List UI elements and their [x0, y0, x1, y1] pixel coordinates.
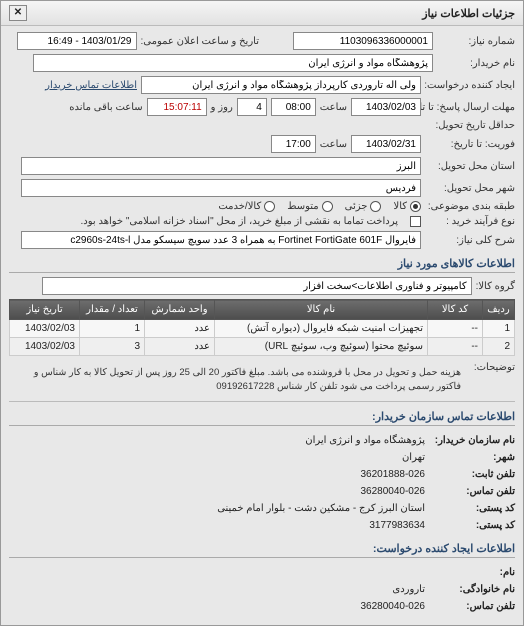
col-unit: واحد شمارش [145, 300, 215, 320]
soon-label: فوریت: تا تاریخ: [425, 139, 515, 150]
radio-icon [322, 201, 333, 212]
col-row: ردیف [483, 300, 515, 320]
items-table: ردیف کد کالا نام کالا واحد شمارش تعداد /… [9, 299, 515, 356]
cell: عدد [145, 320, 215, 338]
req-family-label: نام خانوادگی: [425, 581, 515, 598]
soon-time-field [271, 135, 316, 153]
deadline-time-label: ساعت [320, 102, 347, 113]
explain-text: هزینه حمل و تحویل در محل با فروشنده می ب… [9, 366, 461, 395]
col-code: کد کالا [428, 300, 483, 320]
radio-icon [410, 201, 421, 212]
ecocode-label: کد پستی: [425, 517, 515, 534]
table-row[interactable]: 2 -- سوئیچ محتوا (سوئیچ وب، سوئیچ URL) ع… [10, 338, 515, 356]
contact-block: نام سازمان خریدار:پژوهشگاه مواد و انرژی … [9, 432, 515, 534]
announce-label: تاریخ و ساعت اعلان عمومی: [141, 36, 260, 47]
buyer-label: نام خریدار: [437, 58, 515, 69]
cell: تجهیزات امنیت شبکه فایروال (دیواره آتش) [215, 320, 428, 338]
ecocode-value: 3177983634 [369, 520, 425, 531]
group-label: گروه کالا: [476, 281, 515, 292]
fax-label: تلفن تماس: [425, 483, 515, 500]
process-note: پرداخت تماما به نقشی از مبلغ خرید، از مح… [9, 216, 398, 227]
radio-icon [264, 201, 275, 212]
tel-value: 36201888-026 [360, 469, 425, 480]
requester-label: ایجاد کننده درخواست: [425, 80, 515, 91]
cell: 2 [483, 338, 515, 356]
soon-date-field [351, 135, 421, 153]
cell: سوئیچ محتوا (سوئیچ وب، سوئیچ URL) [215, 338, 428, 356]
org-label: نام سازمان خریدار: [425, 432, 515, 449]
province-label: استان محل تحویل: [425, 161, 515, 172]
postcode-label: کد پستی: [425, 500, 515, 517]
radio-jozei[interactable]: جزئی [345, 201, 382, 212]
modal-body: شماره نیاز: تاریخ و ساعت اعلان عمومی: نا… [1, 26, 523, 625]
radio-kala[interactable]: کالا [393, 201, 421, 212]
cell: 1403/02/03 [10, 338, 80, 356]
province-field [21, 157, 421, 175]
grouping-label: طبقه بندی موضوعی: [425, 201, 515, 212]
items-section-title: اطلاعات کالاهای مورد نیاز [9, 257, 515, 273]
cell: -- [428, 320, 483, 338]
subject-field [21, 231, 421, 249]
modal-header: جزئیات اطلاعات نیاز ✕ [1, 1, 523, 26]
divider [9, 401, 515, 402]
req-family-value: تاروردی [392, 584, 425, 595]
cell: 1 [80, 320, 145, 338]
explain-label: توضیحات: [465, 362, 515, 373]
req-section-title: اطلاعات ایجاد کننده درخواست: [9, 542, 515, 558]
deadline-send-label: مهلت ارسال پاسخ: تا تاریخ: [425, 102, 515, 113]
buyer-field [33, 54, 433, 72]
cell: عدد [145, 338, 215, 356]
req-tel-value: 36280040-026 [360, 601, 425, 612]
modal-title: جزئیات اطلاعات نیاز [422, 7, 515, 20]
radio-kala-khedmat[interactable]: کالا/خدمت [218, 201, 275, 212]
table-header-row: ردیف کد کالا نام کالا واحد شمارش تعداد /… [10, 300, 515, 320]
modal-window: جزئیات اطلاعات نیاز ✕ شماره نیاز: تاریخ … [0, 0, 524, 626]
group-field [42, 277, 472, 295]
city-field [21, 179, 421, 197]
contact-section-title: اطلاعات تماس سازمان خریدار: [9, 410, 515, 426]
deadline-date-field [351, 98, 421, 116]
deadline-remaining-field [147, 98, 207, 116]
cell: 1 [483, 320, 515, 338]
niaz-no-label: شماره نیاز: [437, 36, 515, 47]
org-value: پژوهشگاه مواد و انرژی ایران [305, 435, 425, 446]
soon-time-label: ساعت [320, 139, 347, 150]
requester-field [141, 76, 421, 94]
tel-label: تلفن ثابت: [425, 466, 515, 483]
checkbox-icon [410, 216, 421, 227]
announce-field [17, 32, 137, 50]
deadline-time-field [271, 98, 316, 116]
process-label: نوع فرآیند خرید : [425, 216, 515, 227]
table-row[interactable]: 1 -- تجهیزات امنیت شبکه فایروال (دیواره … [10, 320, 515, 338]
prov-value: تهران [402, 452, 425, 463]
req-contact-block: نام: نام خانوادگی:تاروردی تلفن تماس:3628… [9, 564, 515, 615]
deadline-days-field [237, 98, 267, 116]
subject-label: شرح کلی نیاز: [425, 235, 515, 246]
postcode-value: استان البرز کرج - مشکین دشت - بلوار امام… [217, 503, 425, 514]
req-name-label: نام: [425, 564, 515, 581]
close-icon[interactable]: ✕ [9, 5, 27, 21]
cell: -- [428, 338, 483, 356]
req-tel-label: تلفن تماس: [425, 598, 515, 615]
deadline-days-label: روز و [211, 102, 233, 113]
niaz-no-field [293, 32, 433, 50]
delivery-deadline-label: حداقل تاریخ تحویل: [425, 120, 515, 131]
col-date: تاریخ نیاز [10, 300, 80, 320]
deadline-remaining-label: ساعت باقی مانده [69, 102, 142, 113]
city-label: شهر محل تحویل: [425, 183, 515, 194]
radio-icon [370, 201, 381, 212]
cell: 3 [80, 338, 145, 356]
radio-motavaset[interactable]: متوسط [287, 201, 332, 212]
contact-link[interactable]: اطلاعات تماس خریدار [45, 80, 137, 91]
fax-value: 36280040-026 [360, 486, 425, 497]
col-qty: تعداد / مقدار [80, 300, 145, 320]
process-check[interactable] [410, 216, 421, 227]
prov-label: شهر: [425, 449, 515, 466]
col-name: نام کالا [215, 300, 428, 320]
cell: 1403/02/03 [10, 320, 80, 338]
